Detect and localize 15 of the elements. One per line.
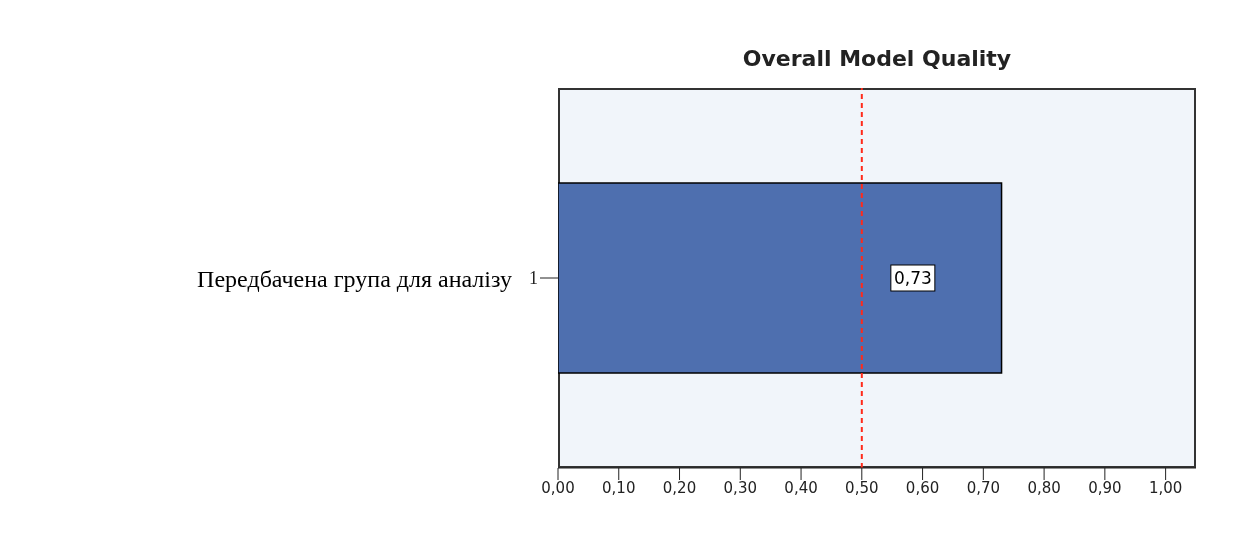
x-tick-label: 0,50 xyxy=(845,478,879,497)
x-tick-label: 0,40 xyxy=(784,478,818,497)
x-tick-label: 0,10 xyxy=(602,478,636,497)
x-tick-label: 0,70 xyxy=(966,478,1001,497)
y-tick-label: 1 xyxy=(529,268,538,289)
data-label: 0,73 xyxy=(893,268,932,288)
x-tick-label: 0,20 xyxy=(662,478,697,497)
x-tick-label: 0,80 xyxy=(1027,478,1061,497)
y-axis-title: Передбачена група для аналізу xyxy=(197,265,512,292)
x-tick-label: 0,60 xyxy=(905,478,940,497)
x-tick-label: 0,00 xyxy=(541,478,575,497)
x-tick-label: 1,00 xyxy=(1148,478,1183,497)
chart-title: Overall Model Quality xyxy=(741,46,1013,71)
x-tick-label: 0,30 xyxy=(723,478,757,497)
x-tick-label: 0,90 xyxy=(1088,478,1122,497)
